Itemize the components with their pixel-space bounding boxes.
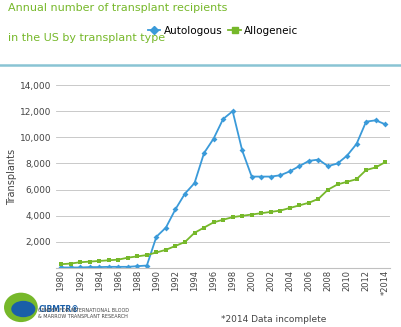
Text: in the US by transplant type: in the US by transplant type: [8, 33, 165, 43]
Text: CIBMTR®: CIBMTR®: [38, 304, 79, 314]
Text: CENTER FOR INTERNATIONAL BLOOD
& MARROW TRANSPLANT RESEARCH: CENTER FOR INTERNATIONAL BLOOD & MARROW …: [38, 308, 129, 319]
Y-axis label: Transplants: Transplants: [7, 148, 17, 205]
Ellipse shape: [4, 293, 38, 322]
Circle shape: [11, 301, 35, 317]
Legend: Autologous, Allogeneic: Autologous, Allogeneic: [148, 26, 298, 36]
Text: Annual number of transplant recipients: Annual number of transplant recipients: [8, 3, 227, 13]
Text: *2014 Data incomplete: *2014 Data incomplete: [221, 315, 326, 324]
